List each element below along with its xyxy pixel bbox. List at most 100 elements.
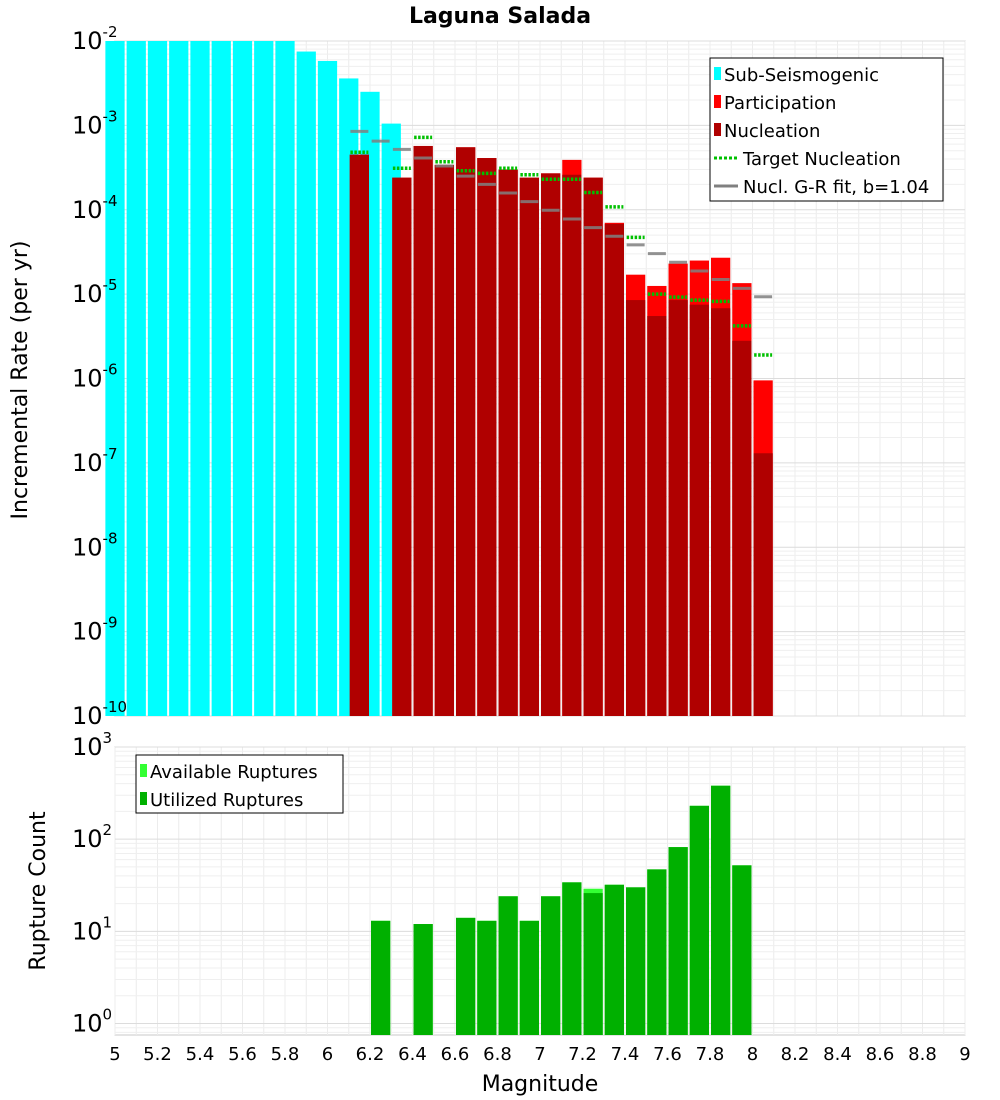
- x-tick-label: 7.4: [611, 1044, 640, 1065]
- nucleation-bar: [689, 304, 709, 716]
- rate-y-tick-label: 10-9: [72, 614, 118, 646]
- nucleation-bar: [626, 300, 646, 716]
- nucleation-bar: [711, 308, 731, 716]
- chart-title: Laguna Salada: [409, 4, 591, 29]
- count-legend: Available Ruptures Utilized Ruptures: [135, 754, 344, 814]
- sub-seismogenic-bar: [126, 41, 146, 716]
- legend-label: Utilized Ruptures: [150, 790, 303, 811]
- x-tick-label: 5.8: [271, 1044, 300, 1065]
- rate-y-tick-label: 10-3: [72, 107, 118, 139]
- x-tick-label: 5: [109, 1044, 120, 1065]
- x-tick-label: 7.8: [696, 1044, 725, 1065]
- sub-seismogenic-bar: [275, 41, 295, 716]
- x-tick-label: 5.2: [143, 1044, 172, 1065]
- utilized-ruptures-bar: [477, 920, 497, 1035]
- rate-bars: [105, 41, 773, 717]
- sub-seismogenic-bar: [296, 51, 316, 717]
- x-tick-label: 5.6: [228, 1044, 257, 1065]
- legend-label: Sub-Seismogenic: [724, 65, 879, 86]
- x-axis-label: Magnitude: [482, 1072, 599, 1097]
- utilized-ruptures-bar: [541, 896, 561, 1035]
- count-x-ticks: 5 5.2 5.4 5.6 5.8 6 6.2 6.4 6.6 6.8 7 7.2 7.4 7.6 7.8 8…: [109, 1044, 970, 1065]
- legend-label: Available Ruptures: [150, 762, 318, 783]
- x-tick-label: 8.8: [908, 1044, 937, 1065]
- rate-y-tick-label: 10-10: [72, 698, 127, 730]
- x-tick-label: 7.6: [653, 1044, 682, 1065]
- nucleation-bar: [477, 158, 497, 716]
- nucleation-bar: [647, 316, 667, 716]
- utilized-ruptures-bar: [371, 920, 391, 1035]
- nucleation-bar: [668, 300, 688, 716]
- count-y-ticks: 103 102 101 100: [72, 729, 112, 1037]
- x-tick-label: 8.2: [781, 1044, 810, 1065]
- sub-seismogenic-bar: [169, 41, 189, 716]
- nucleation-bar: [434, 164, 454, 716]
- utilized-ruptures-bar: [498, 896, 518, 1035]
- utilized-ruptures-bar: [689, 805, 709, 1035]
- legend-swatch: [714, 67, 721, 80]
- legend-label: Nucleation: [724, 121, 820, 142]
- x-tick-label: 5.4: [186, 1044, 215, 1065]
- utilized-ruptures-bar: [562, 882, 582, 1035]
- rate-legend: Sub-Seismogenic Participation Nucleation Ta…: [709, 57, 944, 202]
- sub-seismogenic-bar: [254, 41, 274, 716]
- rate-y-tick-label: 10-2: [72, 23, 118, 55]
- x-tick-label: 8: [747, 1044, 758, 1065]
- legend-box: [709, 57, 944, 202]
- x-tick-label: 6.4: [398, 1044, 427, 1065]
- x-tick-label: 6: [322, 1044, 333, 1065]
- count-bars: [371, 785, 752, 1035]
- rate-y-tick-label: 10-5: [72, 276, 118, 308]
- nucleation-bar: [498, 169, 518, 716]
- x-tick-label: 6.6: [441, 1044, 470, 1065]
- nucleation-bar: [732, 340, 752, 716]
- x-tick-label: 8.6: [866, 1044, 895, 1065]
- nucleation-bar: [413, 145, 433, 717]
- sub-seismogenic-bar: [211, 41, 231, 716]
- nucleation-bar: [392, 177, 412, 716]
- rate-y-tick-label: 10-6: [72, 361, 118, 393]
- legend-label: Target Nucleation: [742, 149, 901, 170]
- count-y-tick-label: 103: [72, 729, 112, 761]
- nucleation-bar: [349, 154, 369, 716]
- nucleation-bar: [519, 177, 539, 716]
- nucleation-bar: [456, 147, 476, 717]
- legend-label: Nucl. G-R fit, b=1.04: [743, 177, 929, 198]
- x-tick-label: 8.4: [823, 1044, 852, 1065]
- rate-y-ticks: 10-2 10-3 10-4 10-5 10-6 10-7 10-8 10-9 10-10: [72, 23, 127, 730]
- count-y-axis-label: Rupture Count: [26, 811, 51, 971]
- nucleation-bar: [541, 173, 561, 716]
- sub-seismogenic-bar: [232, 41, 253, 716]
- sub-seismogenic-bar: [317, 60, 338, 717]
- x-tick-label: 7.2: [568, 1044, 597, 1065]
- legend-swatch: [714, 123, 721, 136]
- legend-label: Participation: [724, 93, 836, 114]
- utilized-ruptures-bar: [732, 865, 752, 1035]
- sub-seismogenic-bar: [105, 41, 125, 716]
- utilized-ruptures-bar: [456, 917, 476, 1035]
- utilized-ruptures-bar: [413, 924, 433, 1035]
- sub-seismogenic-bar: [147, 41, 168, 716]
- utilized-ruptures-bar: [519, 920, 539, 1035]
- legend-swatch: [714, 95, 721, 108]
- legend-swatch: [140, 764, 147, 777]
- nucleation-bar: [753, 453, 773, 716]
- rate-y-tick-label: 10-4: [72, 192, 118, 224]
- rate-y-tick-label: 10-8: [72, 529, 118, 561]
- utilized-ruptures-bar: [668, 847, 688, 1035]
- rate-line-markers: [350, 129, 773, 357]
- count-y-tick-label: 100: [72, 1005, 112, 1037]
- utilized-ruptures-bar: [626, 887, 646, 1035]
- legend-box: [135, 754, 344, 814]
- utilized-ruptures-bar: [711, 785, 731, 1035]
- x-tick-label: 7: [534, 1044, 545, 1065]
- utilized-ruptures-bar: [604, 884, 624, 1035]
- nucleation-bar: [562, 174, 582, 716]
- nucleation-bar: [583, 177, 603, 716]
- utilized-ruptures-bar: [647, 869, 667, 1035]
- rate-y-axis-label: Incremental Rate (per yr): [8, 241, 33, 520]
- count-y-tick-label: 101: [72, 913, 112, 945]
- sub-seismogenic-bar: [190, 41, 210, 716]
- nucleation-bar: [604, 223, 624, 716]
